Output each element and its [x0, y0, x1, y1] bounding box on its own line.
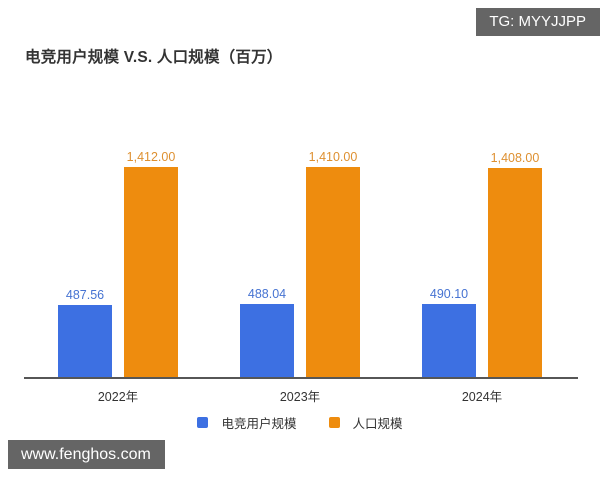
bar-group-2022年: 487.56 1,412.00: [58, 150, 178, 377]
bar-esports-users-2024年: [422, 304, 476, 377]
bar-population-2022年: [124, 167, 178, 377]
bar-cell-esports-users-2023年: 488.04: [240, 287, 294, 377]
x-axis-line: [24, 377, 578, 379]
bar-value-label: 490.10: [429, 287, 469, 302]
watermark-badge: www.fenghos.com: [8, 440, 165, 469]
bar-value-label: 1,412.00: [126, 150, 176, 164]
legend-item-esports-users: 电竞用户规模: [197, 413, 297, 432]
chart-title: 电竞用户规模 V.S. 人口规模（百万）: [25, 49, 283, 66]
bar-cell-population-2024年: 1,408.00: [488, 151, 542, 377]
bar-cell-population-2022年: 1,412.00: [124, 150, 178, 377]
watermark-label: www.fenghos.com: [21, 446, 151, 463]
bar-group-2024年: 490.10 1,408.00: [422, 151, 542, 377]
bar-value-label: 1,410.00: [308, 150, 358, 165]
category-label-2023年: 2023年: [279, 390, 321, 404]
bar-population-2024年: [488, 167, 542, 377]
bar-group-2023年: 488.04 1,410.00: [240, 150, 360, 377]
legend: 电竞用户规模 人口规模: [0, 413, 600, 432]
legend-label-population: 人口规模: [352, 417, 403, 431]
bar-cell-esports-users-2022年: 487.56: [58, 287, 112, 377]
legend-item-population: 人口规模: [328, 413, 403, 432]
legend-label-esports-users: 电竞用户规模: [221, 417, 297, 431]
bar-esports-users-2022年: [58, 304, 112, 377]
bar-cell-population-2023年: 1,410.00: [306, 150, 360, 377]
esports-users-swatch-icon: [197, 417, 209, 428]
bar-esports-users-2023年: [240, 304, 294, 377]
category-label-2024年: 2024年: [461, 390, 503, 404]
tg-badge-label: TG: MYYJJPP: [489, 13, 586, 30]
bar-cell-esports-users-2024年: 490.10: [422, 287, 476, 377]
category-label-2022年: 2022年: [97, 390, 139, 404]
tg-badge: TG: MYYJJPP: [476, 8, 600, 36]
bar-value-label: 1,408.00: [490, 150, 540, 165]
bar-population-2023年: [306, 167, 360, 377]
population-swatch-icon: [328, 417, 340, 428]
bar-value-label: 488.04: [247, 287, 287, 302]
bar-value-label: 487.56: [65, 287, 105, 302]
